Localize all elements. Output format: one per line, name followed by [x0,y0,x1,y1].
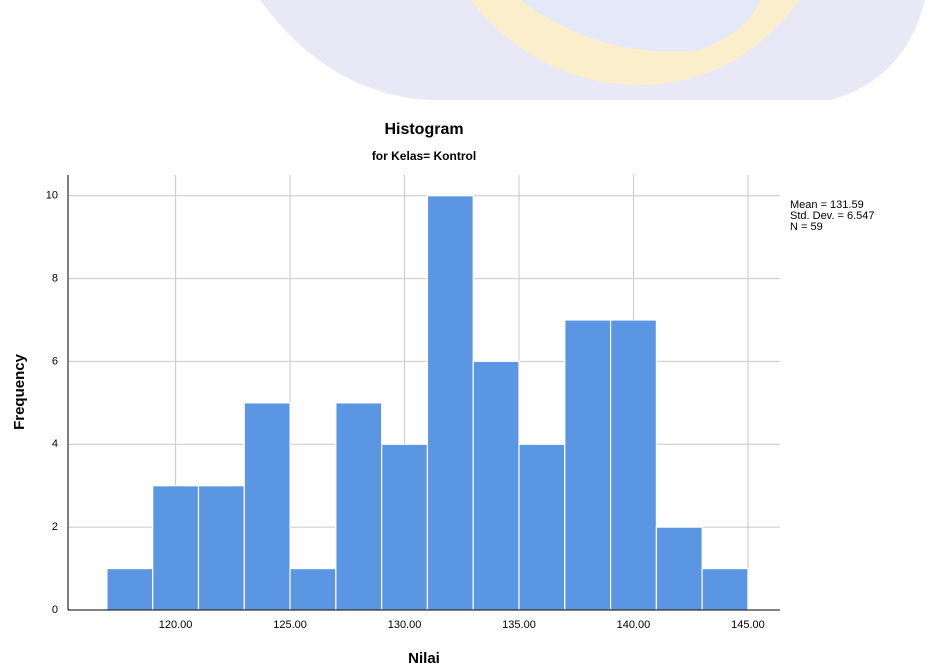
bar [472,360,520,611]
y-tick-label: 8 [52,272,58,284]
x-tick-label: 120.00 [159,619,193,631]
x-tick-label: 125.00 [273,619,307,631]
y-tick-label: 10 [46,190,58,202]
bar [609,319,657,611]
x-tick-label: 140.00 [617,619,651,631]
chart-subtitle: for Kelas= Kontrol [372,149,476,163]
bar [243,402,291,611]
stats-label: Std. Dev. = 6.547 [790,210,875,222]
bar [655,526,703,611]
bar [381,443,429,611]
y-tick-label: 4 [52,438,58,450]
bar [564,319,612,611]
bar [335,402,383,611]
bar [701,567,749,611]
bar [106,567,154,611]
x-axis-label: Nilai [408,650,440,667]
stats-label: Mean = 131.59 [790,199,864,211]
watermark [240,0,939,100]
bar [518,443,566,611]
y-tick-label: 2 [52,521,58,533]
bar [426,195,474,611]
bar [152,485,200,611]
x-tick-label: 130.00 [388,619,422,631]
y-tick-label: 0 [52,604,58,616]
y-axis-label: Frequency [11,353,28,430]
chart-title: Histogram [384,121,463,138]
x-tick-label: 135.00 [502,619,536,631]
bar [197,485,245,611]
bar [289,567,337,611]
y-tick-label: 6 [52,355,58,367]
x-tick-label: 145.00 [731,619,765,631]
stats-label: N = 59 [790,221,823,233]
